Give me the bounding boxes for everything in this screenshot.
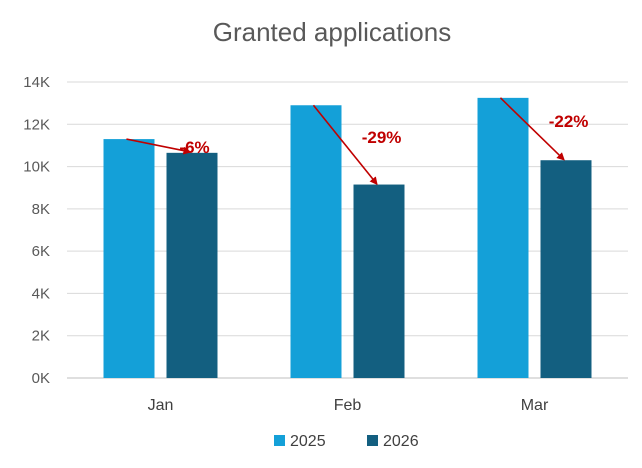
chart-title: Granted applications — [213, 17, 451, 47]
bar-2025-jan — [103, 139, 155, 378]
x-category-label: Jan — [148, 397, 174, 414]
change-arrow — [499, 97, 565, 161]
legend-label-2026: 2026 — [383, 433, 419, 450]
legend-swatch-2025 — [274, 435, 285, 446]
legend-swatch-2026 — [367, 435, 378, 446]
bar-2026-feb — [353, 184, 405, 378]
y-tick-label: 10K — [23, 159, 50, 176]
legend-label-2025: 2025 — [290, 433, 326, 450]
change-annotations: -6% -29% -22% — [126, 97, 589, 186]
y-tick-label: 8K — [32, 201, 50, 218]
y-tick-label: 0K — [32, 370, 50, 387]
y-tick-label: 4K — [32, 285, 50, 302]
y-tick-label: 14K — [23, 74, 50, 91]
bar-2026-jan — [166, 152, 218, 378]
x-category-label: Feb — [334, 397, 362, 414]
bar-2026-mar — [540, 160, 592, 378]
change-percent-label: -22% — [549, 112, 589, 131]
x-axis-category-labels: Jan Feb Mar — [148, 397, 549, 414]
y-tick-label: 2K — [32, 328, 50, 345]
x-category-label: Mar — [521, 397, 549, 414]
y-tick-label: 12K — [23, 116, 50, 133]
y-axis-tick-labels: 0K 2K 4K 6K 8K 10K 12K 14K — [23, 74, 50, 387]
change-arrow — [312, 104, 378, 186]
bars — [103, 97, 592, 378]
gridlines — [67, 81, 628, 379]
bar-2025-mar — [477, 97, 529, 378]
change-arrow — [126, 138, 192, 155]
y-tick-label: 6K — [32, 243, 50, 260]
legend: 2025 2026 — [274, 433, 419, 450]
change-percent-label: -6% — [179, 138, 209, 157]
bar-2025-feb — [290, 105, 342, 378]
change-percent-label: -29% — [362, 128, 402, 147]
